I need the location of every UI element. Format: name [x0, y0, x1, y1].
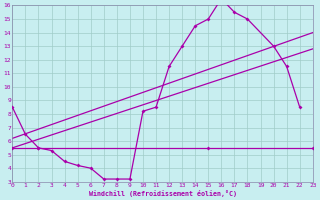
X-axis label: Windchill (Refroidissement éolien,°C): Windchill (Refroidissement éolien,°C)	[89, 190, 236, 197]
